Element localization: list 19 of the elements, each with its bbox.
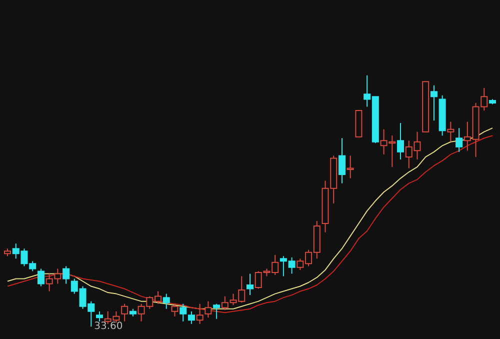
candlestick [346,155,354,179]
candlestick [188,310,195,324]
candlestick [456,128,463,152]
candlestick [180,303,187,322]
candlestick [447,121,454,142]
candlestick [338,138,346,184]
candlestick [397,122,404,160]
candlestick [62,266,70,284]
candlestick [213,303,220,320]
candlestick [204,300,212,318]
candlestick [196,303,204,324]
candlestick [171,303,178,317]
candlestick [37,268,44,287]
candlestick [162,293,170,310]
annotation: 33.60 [94,321,123,332]
candlestick [121,303,128,322]
candlestick [430,84,438,122]
candlestick [96,310,103,322]
candlestick [246,273,254,296]
